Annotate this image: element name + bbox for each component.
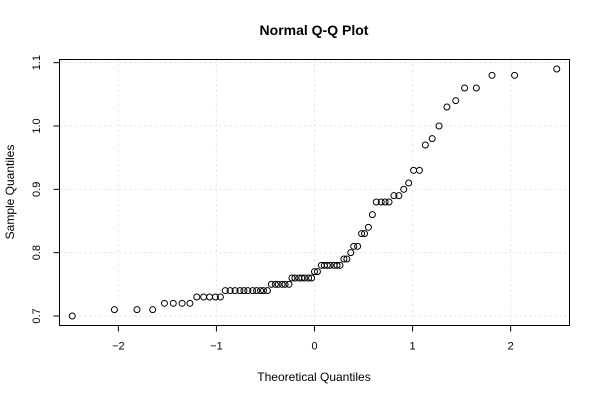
data-point-18 <box>244 287 252 295</box>
data-point-70 <box>461 84 469 92</box>
data-point-47 <box>343 255 351 263</box>
data-point-51 <box>358 230 366 238</box>
data-point-15 <box>231 287 239 295</box>
data-point-63 <box>410 166 418 174</box>
data-point-56 <box>377 198 385 206</box>
data-point-69 <box>452 97 460 105</box>
data-point-48 <box>347 249 355 257</box>
data-point-4 <box>160 299 168 307</box>
data-point-9 <box>200 293 208 301</box>
y-tick-label-1: 0.8 <box>31 245 43 260</box>
data-point-64 <box>415 166 423 174</box>
data-point-66 <box>428 135 436 143</box>
data-point-35 <box>305 274 313 282</box>
x-tick-label-3: 1 <box>410 341 416 353</box>
data-point-7 <box>186 299 194 307</box>
data-point-59 <box>390 192 398 200</box>
data-point-17 <box>240 287 248 295</box>
data-point-33 <box>298 274 306 282</box>
data-point-42 <box>326 261 334 269</box>
y-tick-label-0: 0.7 <box>31 308 43 323</box>
data-point-61 <box>400 185 408 193</box>
data-point-57 <box>381 198 389 206</box>
data-point-38 <box>313 268 321 276</box>
y-tick-label-2: 0.9 <box>31 182 43 197</box>
data-point-30 <box>288 274 296 282</box>
data-point-46 <box>340 255 348 263</box>
data-point-1 <box>110 306 118 314</box>
data-point-65 <box>421 141 429 149</box>
data-point-58 <box>385 198 393 206</box>
data-point-29 <box>285 280 293 288</box>
data-point-8 <box>193 293 201 301</box>
y-tick-label-4: 1.1 <box>31 55 43 70</box>
data-point-21 <box>257 287 265 295</box>
data-point-60 <box>395 192 403 200</box>
data-point-19 <box>249 287 257 295</box>
data-point-3 <box>149 306 157 314</box>
data-point-37 <box>311 268 318 276</box>
x-axis-label: Theoretical Quantiles <box>257 370 370 384</box>
data-point-49 <box>350 242 358 250</box>
data-point-41 <box>323 261 331 269</box>
data-point-14 <box>226 287 234 295</box>
data-point-71 <box>472 84 480 92</box>
x-tick-label-0: −2 <box>112 341 125 353</box>
data-point-55 <box>372 198 380 206</box>
data-point-22 <box>260 287 267 295</box>
data-point-53 <box>364 223 372 231</box>
data-point-6 <box>178 299 186 307</box>
data-point-27 <box>278 280 286 288</box>
data-point-5 <box>169 299 177 307</box>
data-point-67 <box>435 122 443 130</box>
x-tick-label-1: −1 <box>210 341 223 353</box>
data-point-34 <box>301 274 309 282</box>
data-point-11 <box>211 293 219 301</box>
y-tick-label-3: 1.0 <box>31 118 43 133</box>
data-point-50 <box>354 242 362 250</box>
data-point-26 <box>274 280 282 288</box>
data-point-0 <box>68 312 76 320</box>
y-axis-label: Sample Quantiles <box>3 145 17 240</box>
data-point-68 <box>443 103 451 111</box>
data-point-2 <box>133 306 141 314</box>
points-layer <box>68 65 561 320</box>
data-point-62 <box>405 179 413 187</box>
data-point-31 <box>291 274 299 282</box>
data-point-16 <box>236 287 244 295</box>
data-point-13 <box>221 287 229 295</box>
data-point-52 <box>361 230 369 238</box>
grid-layer <box>59 59 570 326</box>
axis-layer: −2 −1 0 1 2 0.7 0.8 0.9 1.0 1.1 <box>31 55 514 352</box>
data-point-36 <box>308 274 316 282</box>
data-point-25 <box>271 280 279 288</box>
data-point-23 <box>263 287 271 295</box>
x-tick-label-2: 0 <box>311 341 317 353</box>
data-point-20 <box>253 287 261 295</box>
data-point-54 <box>368 211 376 219</box>
data-point-74 <box>553 65 561 73</box>
data-point-44 <box>333 261 341 269</box>
x-tick-label-4: 2 <box>508 341 514 353</box>
data-point-24 <box>267 280 275 288</box>
data-point-72 <box>488 71 496 79</box>
data-point-45 <box>336 261 344 269</box>
data-point-73 <box>511 71 519 79</box>
data-point-10 <box>206 293 214 301</box>
data-point-28 <box>281 280 289 288</box>
chart-title: Normal Q-Q Plot <box>260 22 369 38</box>
data-point-12 <box>216 293 224 301</box>
